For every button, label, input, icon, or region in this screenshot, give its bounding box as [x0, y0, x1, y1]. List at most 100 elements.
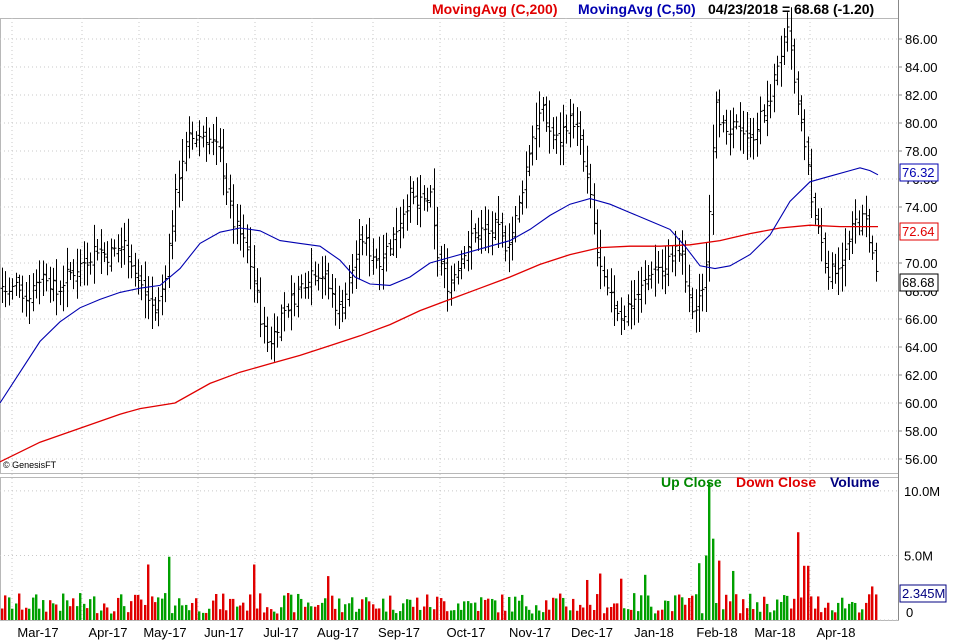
price-bar [609, 268, 614, 313]
volume-bar-down [127, 612, 130, 620]
volume-bar-up [831, 610, 834, 620]
price-bar [129, 244, 134, 279]
price-bar [282, 292, 287, 332]
volume-bar-up [395, 613, 398, 620]
price-bar [34, 269, 39, 299]
price-bar [860, 204, 865, 236]
volume-bar-up [633, 593, 636, 620]
volume-bar-up [93, 596, 96, 620]
price-bar [758, 96, 763, 145]
price-bar [527, 144, 532, 177]
volume-bar-up [637, 611, 640, 620]
volume-bar-down [147, 564, 150, 620]
price-bar [595, 209, 600, 267]
volume-bar-up [399, 611, 402, 620]
volume-bar-up [650, 606, 653, 620]
volume-bar-up [365, 597, 368, 620]
price-bar [99, 229, 104, 274]
volume-bar-down [140, 599, 143, 620]
price-bar [796, 71, 801, 115]
volume-bar-down [446, 611, 449, 620]
volume-bar-down [304, 606, 307, 620]
price-tick-label: 58.00 [905, 424, 938, 439]
date-tick-label: Oct-17 [446, 625, 485, 640]
price-bar [384, 232, 389, 272]
price-bar [68, 261, 73, 281]
price-bar [466, 230, 471, 272]
volume-bar-up [759, 611, 762, 620]
volume-bar-up [83, 603, 86, 620]
price-bar [425, 187, 430, 212]
volume-bar-up [382, 598, 385, 620]
volume-bar-down [746, 608, 749, 620]
volume-bar-up [664, 600, 667, 620]
volume-bar-down [763, 596, 766, 620]
price-bar [626, 294, 631, 326]
price-bar [105, 241, 110, 276]
volume-bar-down [790, 608, 793, 620]
price-bar [867, 208, 872, 253]
volume-bar-down [616, 603, 619, 620]
volume-bar-up [776, 599, 779, 620]
price-bar [581, 129, 586, 172]
volume-bar-up [569, 610, 572, 620]
price-bar [598, 229, 603, 290]
price-bar [762, 104, 767, 123]
volume-bar-down [375, 608, 378, 620]
price-bar [139, 265, 144, 301]
price-bar [394, 207, 399, 259]
volume-bar-down [814, 608, 817, 620]
price-bar [272, 313, 277, 362]
price-bar [602, 256, 607, 287]
price-bar [24, 281, 29, 317]
volume-bar-down [579, 604, 582, 620]
volume-bar-up [681, 597, 684, 620]
volume-bar-down [586, 579, 589, 620]
volume-bar-down [117, 597, 120, 620]
volume-bar-up [273, 611, 276, 620]
price-tick-label: 82.00 [905, 88, 938, 103]
volume-bar-up [15, 603, 18, 620]
price-bar [58, 280, 63, 306]
volume-bar-up [623, 608, 626, 620]
price-bar [109, 238, 114, 272]
price-bar [102, 242, 107, 262]
volume-bar-down [327, 576, 330, 620]
price-bar [734, 114, 739, 130]
volume-bar-down [820, 612, 823, 620]
volume-bar-down [501, 594, 504, 620]
price-axis-ticks: 56.0058.0060.0062.0064.0066.0068.0070.00… [898, 32, 938, 467]
price-bar [534, 102, 539, 160]
price-bar [802, 109, 807, 161]
volume-bar-down [800, 597, 803, 620]
volume-bar-up [538, 610, 541, 620]
price-bar [741, 110, 746, 154]
volume-tick-label: 10.0M [904, 484, 940, 499]
volume-bar-down [205, 612, 208, 620]
price-bar [700, 273, 705, 312]
volume-bar-up [766, 603, 769, 620]
volume-bar-up [188, 610, 191, 620]
volume-bar-down [752, 609, 755, 620]
volume-bar-up [38, 608, 41, 620]
volume-bar-down [729, 601, 732, 620]
price-bar [398, 206, 403, 249]
price-bar [476, 217, 481, 251]
price-bar [670, 245, 675, 273]
volume-bar-up [474, 602, 477, 620]
price-bar [269, 326, 274, 360]
price-tick-label: 66.00 [905, 312, 938, 327]
price-bar [711, 124, 716, 235]
last-price-badge: 68.68 [899, 273, 939, 292]
price-bar [704, 242, 709, 313]
price-bar [75, 248, 80, 299]
volume-bar-down [718, 560, 721, 620]
price-bar [530, 125, 535, 166]
volume-bar-up [208, 608, 211, 620]
price-bar [184, 131, 189, 172]
price-bar [187, 116, 192, 159]
volume-bar-down [606, 607, 609, 620]
price-bar [204, 117, 209, 162]
price-bar [561, 104, 566, 166]
